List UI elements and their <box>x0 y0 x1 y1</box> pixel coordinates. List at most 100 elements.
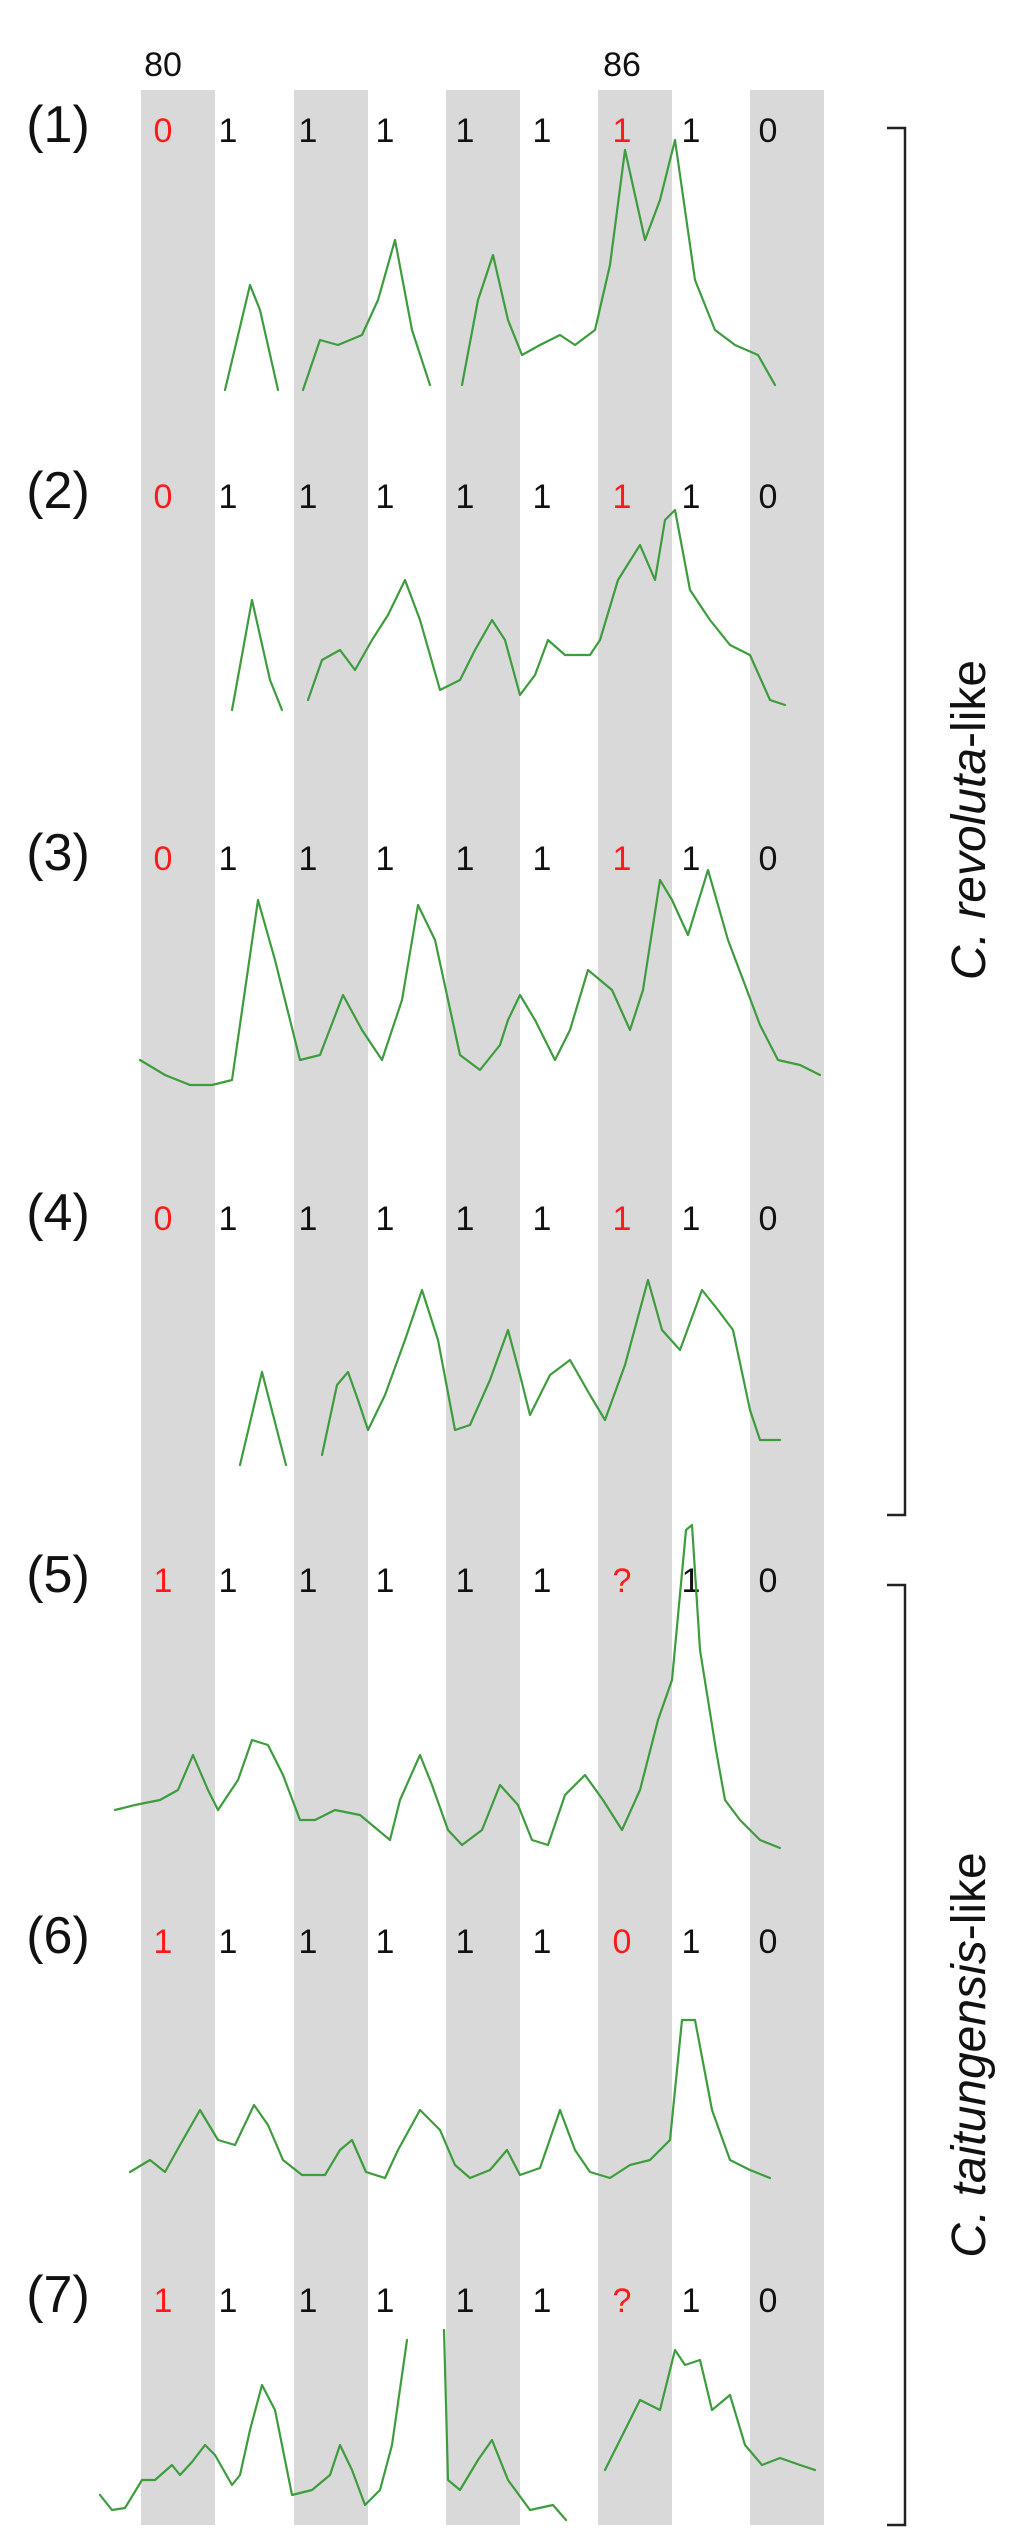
sample-row: (7) 1 1 1 1 1 1? 1 0 <box>26 2266 817 2522</box>
variant-call-highlighted: 0 <box>154 1200 173 1238</box>
sample-row: (3) 0 1 1 1 1 1 1 1 0 <box>26 824 822 1087</box>
sample-row: (4) 0 1 1 1 1 1 1 1 0 <box>26 1184 782 1467</box>
base-call: 1 <box>219 840 238 878</box>
chromatogram-trace <box>320 1278 782 1457</box>
base-call: 1 <box>376 2282 395 2320</box>
base-call: 0 <box>759 478 778 516</box>
base-call: 1 <box>682 478 701 516</box>
sample-label: (1) <box>26 96 90 154</box>
variant-call-highlighted: 1 <box>154 2282 173 2320</box>
base-call: 1 <box>533 112 552 150</box>
sample-label: (4) <box>26 1184 90 1242</box>
sample-rows: (1) 0 1 1 1 1 1 1 1 0 (2) 0 1 1 1 1 1 1 1 0 (3) 0 1 1 1 1 1 1 1 0 (4) 0… <box>26 96 822 2522</box>
base-call: 1 <box>299 2282 318 2320</box>
position-highlight-bands <box>141 90 824 2525</box>
variant-call-highlighted: 1 <box>154 1562 173 1600</box>
variant-call-highlighted: 0 <box>613 1923 632 1961</box>
base-call: 1 <box>682 2282 701 2320</box>
base-call: 1 <box>533 478 552 516</box>
base-call: 0 <box>759 840 778 878</box>
base-call: 1 <box>376 1923 395 1961</box>
variant-call-highlighted: 1 <box>613 840 632 878</box>
highlight-band <box>598 90 672 2525</box>
base-call: 1 <box>533 1923 552 1961</box>
sample-row: (5) 1 1 1 1 1 1? 1 0 <box>26 1523 782 1850</box>
base-call: 1 <box>682 1200 701 1238</box>
sample-row: (2) 0 1 1 1 1 1 1 1 0 <box>26 462 787 712</box>
base-call: 1 <box>456 1562 475 1600</box>
chromatogram-trace <box>301 238 432 392</box>
group-label: C. taitungensis-like <box>943 1852 996 2258</box>
base-call: 1 <box>376 840 395 878</box>
base-call: 1 <box>682 1923 701 1961</box>
highlight-band <box>446 90 520 2525</box>
base-call: 1 <box>219 478 238 516</box>
base-call: 1 <box>533 1200 552 1238</box>
base-call: 1 <box>376 1200 395 1238</box>
base-call: 1 <box>299 1200 318 1238</box>
base-call: 1 <box>456 478 475 516</box>
base-call: 1 <box>682 1562 701 1600</box>
chromatogram-trace <box>128 2018 772 2180</box>
chromatogram-trace <box>306 508 787 707</box>
base-call: 1 <box>456 1200 475 1238</box>
highlight-band <box>750 90 824 2525</box>
chromatogram-trace <box>442 2328 568 2522</box>
base-call: 1 <box>219 112 238 150</box>
variant-call-highlighted: 1 <box>613 1200 632 1238</box>
position-ticks: 80 86 <box>144 46 641 84</box>
chromatogram-trace <box>113 1523 782 1850</box>
variant-call-highlighted: 0 <box>154 840 173 878</box>
base-call: 1 <box>456 840 475 878</box>
base-call: 1 <box>219 2282 238 2320</box>
base-call: 1 <box>533 1562 552 1600</box>
base-call: 1 <box>299 478 318 516</box>
chromatogram-trace <box>230 598 284 712</box>
base-call: 1 <box>376 1562 395 1600</box>
base-call: 1 <box>376 112 395 150</box>
base-call: 1 <box>219 1200 238 1238</box>
variant-call-highlighted: ? <box>613 1562 632 1600</box>
base-call: 1 <box>456 2282 475 2320</box>
base-call: 0 <box>759 1923 778 1961</box>
base-call: 1 <box>456 112 475 150</box>
base-call: 1 <box>456 1923 475 1961</box>
base-call: 0 <box>759 1200 778 1238</box>
base-call: 0 <box>759 112 778 150</box>
highlight-band <box>141 90 215 2525</box>
chromatogram-trace <box>603 2348 817 2472</box>
variant-call-highlighted: 0 <box>154 112 173 150</box>
base-call: 1 <box>299 112 318 150</box>
sample-label: (5) <box>26 1546 90 1604</box>
sample-label: (2) <box>26 462 90 520</box>
base-call: 0 <box>759 1562 778 1600</box>
variant-call-highlighted: 1 <box>154 1923 173 1961</box>
variant-call-highlighted: ? <box>613 2282 632 2320</box>
sample-row: (6) 1 1 1 1 1 1 0 1 0 <box>26 1907 778 2180</box>
base-call: 1 <box>219 1923 238 1961</box>
base-call: 0 <box>759 2282 778 2320</box>
variant-call-highlighted: 1 <box>613 478 632 516</box>
chromatogram-trace <box>460 138 777 387</box>
base-call: 1 <box>682 112 701 150</box>
base-call: 1 <box>299 1923 318 1961</box>
group-label: C. revoluta-like <box>943 660 996 980</box>
sample-row: (1) 0 1 1 1 1 1 1 1 0 <box>26 96 778 392</box>
base-call: 1 <box>299 840 318 878</box>
chromatogram-trace <box>223 283 280 392</box>
position-tick-label: 80 <box>144 46 182 84</box>
base-call: 1 <box>299 1562 318 1600</box>
group-bracket <box>887 1583 907 2527</box>
base-call: 1 <box>376 478 395 516</box>
base-call: 1 <box>682 840 701 878</box>
position-tick-label: 86 <box>603 46 641 84</box>
group-brackets: C. revoluta-like C. taitungensis-like <box>887 126 996 2527</box>
chromatogram-trace <box>138 868 822 1087</box>
sample-label: (7) <box>26 2266 90 2324</box>
base-call: 1 <box>533 2282 552 2320</box>
chromatogram-trace <box>238 1370 288 1467</box>
group-bracket <box>887 126 907 1517</box>
base-call: 1 <box>533 840 552 878</box>
variant-call-highlighted: 0 <box>154 478 173 516</box>
